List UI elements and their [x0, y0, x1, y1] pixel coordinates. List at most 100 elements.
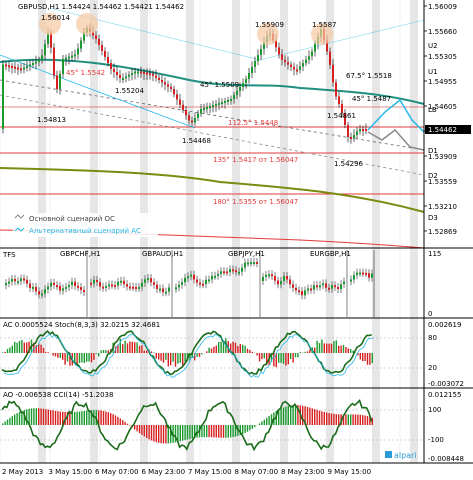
tfs-body: [83, 289, 85, 293]
ao-bar: [71, 412, 73, 425]
candle-body: [296, 69, 298, 72]
ao-bar: [119, 418, 121, 425]
ao-bar: [242, 425, 244, 435]
ac-bar: [38, 343, 40, 353]
ac-bar: [191, 353, 193, 358]
ao-bar: [47, 409, 49, 425]
ac-bar: [263, 353, 265, 359]
ac-bar: [102, 349, 105, 353]
main-price-pane[interactable]: GBPUSD,H1 1.54424 1.54462 1.54421 1.5446…: [0, 3, 438, 249]
tfs-body: [301, 291, 303, 296]
ao-bar: [88, 410, 90, 425]
ao-bar: [78, 411, 81, 425]
tfs-body: [68, 285, 70, 288]
tfs-body: [208, 279, 210, 282]
ao-bar: [100, 410, 102, 425]
tfs-body: [365, 272, 367, 275]
ao-bar: [328, 413, 330, 425]
ac-stoch-pane[interactable]: AC 0.0005524 Stoch(8,3,3) 32.0215 32.468…: [0, 321, 464, 388]
ao-bar: [350, 414, 352, 425]
ac-bar: [88, 353, 90, 362]
ao-bar: [362, 415, 364, 425]
alt-scenario-icon: [14, 227, 25, 232]
ac-bar: [326, 343, 328, 353]
ac-bar: [213, 346, 215, 353]
tfs-body: [14, 278, 16, 282]
ao-bar: [189, 425, 191, 439]
ao-bar: [294, 405, 297, 425]
ao-bar: [335, 414, 337, 425]
candle-body: [332, 64, 334, 83]
low-label-4: 1.54861: [327, 112, 356, 120]
ao-cci-pane[interactable]: AO -0.006538 CCI(14) -51.2038 0.012155 1…: [0, 391, 464, 463]
candle-body: [185, 110, 187, 116]
tfs-body: [356, 272, 358, 276]
ac-bar: [167, 353, 169, 367]
tfs-pane[interactable]: TFS GBPCHF,H1 GBPAUD,H1 GBPJPY,H1 EURGBP…: [2, 250, 441, 318]
candle-body: [17, 67, 19, 70]
candle-body: [116, 72, 118, 75]
time-label-7: 9 May 15:00: [328, 468, 372, 476]
tfs-body: [26, 279, 28, 284]
candle-body: [338, 96, 340, 104]
ac-bar: [155, 353, 157, 359]
legend-alt: Альтернативный сценарий АС: [29, 227, 141, 235]
tfs-body: [241, 267, 243, 272]
ao-bar: [182, 425, 184, 441]
ac-bar: [129, 341, 131, 353]
ao-bar: [177, 425, 179, 442]
candle-body: [236, 91, 238, 95]
tfs-body: [319, 285, 321, 288]
ac-bar: [242, 344, 244, 353]
ao-bar: [30, 408, 33, 425]
ao-bar: [160, 425, 162, 444]
ac-bar: [23, 342, 25, 353]
ao-bar: [57, 411, 59, 425]
tfs-body: [141, 282, 143, 287]
ao-bar: [9, 417, 11, 425]
candle-body: [140, 71, 142, 74]
ac-bar: [206, 351, 208, 353]
time-label-4: 7 May 15:00: [188, 468, 232, 476]
ao-bar: [35, 408, 37, 425]
tfs-body: [368, 273, 370, 278]
tfs-body: [337, 286, 339, 290]
time-label-3: 6 May 23:00: [142, 468, 186, 476]
tfs-body: [343, 281, 345, 285]
tfs-body: [313, 285, 315, 290]
ao-bar: [318, 410, 321, 425]
candle-body: [347, 125, 349, 137]
ao-bar: [117, 416, 119, 425]
tfs-body: [280, 280, 282, 285]
svg-text:1.54462: 1.54462: [428, 126, 457, 134]
candle-body: [242, 83, 244, 87]
tfs-body: [175, 287, 177, 290]
tfs-body: [307, 288, 309, 291]
ac-bar: [6, 349, 9, 353]
candle-body: [305, 59, 307, 64]
tfs-body: [20, 278, 22, 282]
time-axis[interactable]: 2 May 2013 3 May 15:00 6 May 07:00 6 May 23…: [2, 468, 371, 476]
ac-bar: [225, 338, 227, 353]
ac-bar: [57, 353, 59, 358]
ao-bar: [268, 415, 270, 425]
annotation-135: 135° 1.5417 от 1.56047: [213, 156, 298, 164]
ac-bar: [261, 353, 263, 360]
low-label-2: 1.55204: [115, 87, 144, 95]
ac-bar: [251, 351, 253, 353]
ac-bar: [119, 338, 121, 353]
ao-bar: [23, 410, 25, 425]
ao-bar: [364, 415, 366, 425]
candle-body: [71, 55, 73, 58]
ac-bar: [215, 345, 217, 353]
ao-bar: [126, 423, 129, 425]
tfs-body: [235, 270, 237, 273]
ac-histogram: [2, 338, 373, 368]
candle-body: [248, 73, 250, 79]
tfs-body: [156, 284, 158, 290]
ac-bar: [93, 353, 95, 360]
tfs-body: [93, 279, 95, 284]
candle-body: [290, 64, 292, 67]
pair-label-2: GBPAUD,H1: [142, 250, 183, 258]
